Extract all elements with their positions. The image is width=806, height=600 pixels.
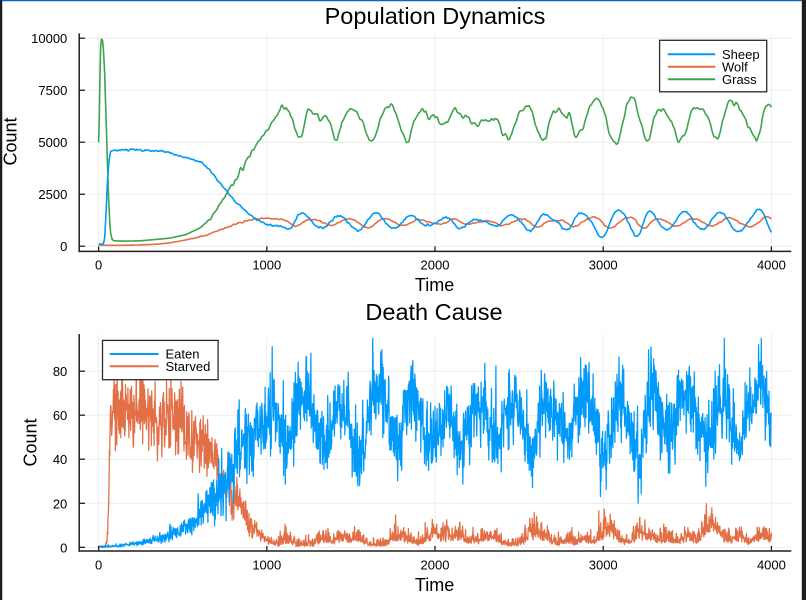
svg-text:0: 0 xyxy=(95,258,102,273)
svg-text:Time: Time xyxy=(415,575,454,595)
svg-text:4000: 4000 xyxy=(757,558,786,573)
svg-text:1000: 1000 xyxy=(252,258,281,273)
svg-text:60: 60 xyxy=(53,408,67,423)
svg-text:Count: Count xyxy=(1,117,21,165)
svg-text:Wolf: Wolf xyxy=(722,59,748,74)
svg-text:0: 0 xyxy=(60,239,67,254)
svg-text:0: 0 xyxy=(95,558,102,573)
svg-text:2000: 2000 xyxy=(421,258,450,273)
svg-text:Count: Count xyxy=(21,418,41,466)
svg-text:20: 20 xyxy=(53,496,67,511)
svg-text:5000: 5000 xyxy=(38,135,67,150)
svg-text:Eaten: Eaten xyxy=(166,347,200,362)
svg-text:3000: 3000 xyxy=(589,558,618,573)
svg-text:Population Dynamics: Population Dynamics xyxy=(325,3,546,29)
svg-text:Grass: Grass xyxy=(722,72,757,87)
svg-text:4000: 4000 xyxy=(757,258,786,273)
svg-text:Starved: Starved xyxy=(166,359,211,374)
svg-text:Death Cause: Death Cause xyxy=(365,299,502,325)
svg-text:0: 0 xyxy=(60,540,67,555)
svg-text:1000: 1000 xyxy=(252,558,281,573)
svg-text:80: 80 xyxy=(53,364,67,379)
svg-text:Time: Time xyxy=(415,275,454,295)
svg-text:3000: 3000 xyxy=(589,258,618,273)
svg-text:10000: 10000 xyxy=(31,31,67,46)
svg-text:40: 40 xyxy=(53,452,67,467)
svg-text:2000: 2000 xyxy=(421,558,450,573)
svg-text:2500: 2500 xyxy=(38,187,67,202)
svg-text:7500: 7500 xyxy=(38,83,67,98)
svg-text:Sheep: Sheep xyxy=(722,47,760,62)
